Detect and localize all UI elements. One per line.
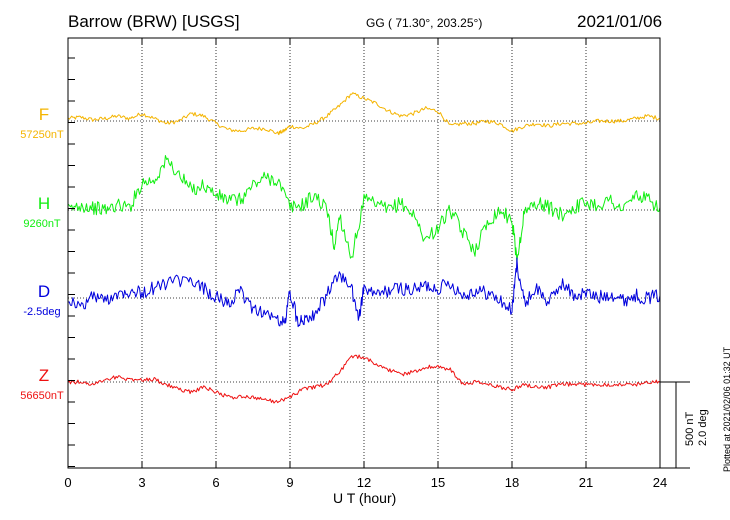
plot-border [67,37,661,469]
scale-label-nt: 500 nT [684,411,696,446]
series-line-H [67,155,661,263]
series-labels: F 57250nT H 9260nT D -2.5deg Z 56650nT [20,105,64,402]
series-name-D: D [38,282,50,301]
x-axis-label: U T (hour) [333,490,397,506]
series-baseline-D: -2.5deg [23,306,60,318]
x-tick-label-21: 21 [579,475,593,490]
series-layer [67,92,661,404]
x-axis-ticks: 0 3 6 9 12 15 18 21 24 [64,38,667,490]
series-name-Z: Z [39,366,49,385]
chart-date: 2021/01/06 [577,12,663,31]
station-coordinates: GG ( 71.30°, 203.25°) [366,16,483,30]
chart-frame [67,37,661,469]
x-tick-label-12: 12 [357,475,371,490]
series-line-D [67,257,661,328]
series-line-F [67,92,661,136]
x-tick-label-15: 15 [431,475,445,490]
x-tick-label-3: 3 [138,475,145,490]
series-name-H: H [38,194,50,213]
series-baseline-F: 57250nT [20,129,64,141]
scale-bar [660,381,690,469]
series-baseline-H: 9260nT [23,218,61,230]
plotted-timestamp: Plotted at 2021/02/06 01:32 UT [722,346,730,472]
chart-title: Barrow (BRW) [USGS] [68,12,240,31]
x-tick-label-0: 0 [64,475,71,490]
x-tick-label-24: 24 [653,475,667,490]
series-name-F: F [39,105,49,124]
scale-label-deg: 2.0 deg [697,409,709,446]
x-tick-label-18: 18 [505,475,519,490]
chart-grid [68,38,660,468]
series-line-Z [67,354,661,404]
series-baseline-Z: 56650nT [20,390,64,402]
x-tick-label-9: 9 [286,475,293,490]
x-tick-label-6: 6 [212,475,219,490]
